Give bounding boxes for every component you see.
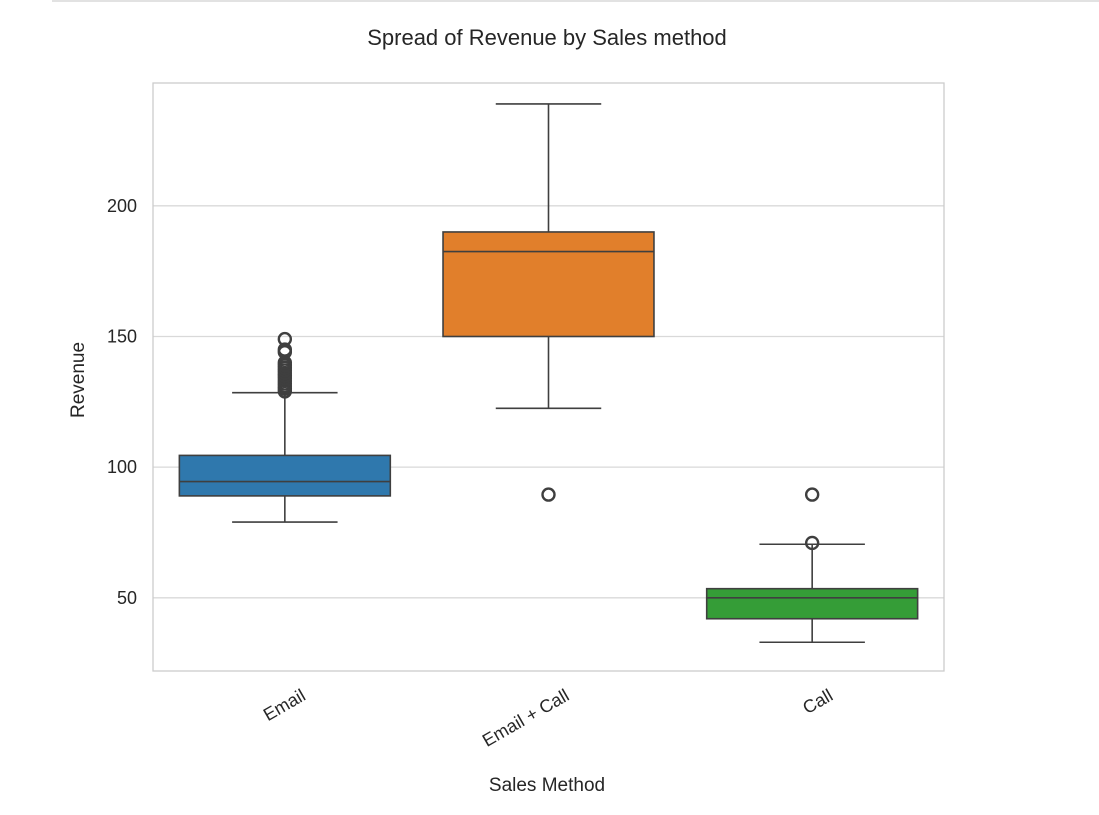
x-tick-label: Call (799, 685, 836, 718)
x-tick-label: Email (260, 685, 309, 725)
plot-frame (152, 82, 945, 672)
box-iqr (705, 587, 919, 620)
outlier-point (804, 487, 820, 502)
x-axis-label: Sales Method (489, 775, 605, 796)
outlier-point (541, 487, 556, 502)
box-group (178, 331, 392, 523)
box-group (705, 487, 919, 644)
y-tick-label: 150 (107, 326, 137, 346)
y-tick-label: 100 (107, 457, 137, 477)
box-group (442, 103, 655, 502)
box-iqr (442, 231, 655, 338)
box-iqr (178, 454, 392, 497)
y-tick-label: 50 (117, 588, 137, 608)
chart-title: Spread of Revenue by Sales method (367, 25, 727, 50)
x-axis-ticks: Email Email + Call Call (260, 685, 836, 751)
top-divider (52, 0, 1099, 2)
outlier-point (277, 331, 293, 347)
y-axis-label: Revenue (68, 342, 89, 418)
boxes (178, 103, 919, 644)
x-tick-label: Email + Call (479, 685, 573, 751)
outlier-point (804, 535, 820, 551)
y-axis-ticks: 50 100 150 200 (107, 196, 137, 608)
outlier-point (277, 342, 293, 357)
y-tick-label: 200 (107, 196, 137, 216)
